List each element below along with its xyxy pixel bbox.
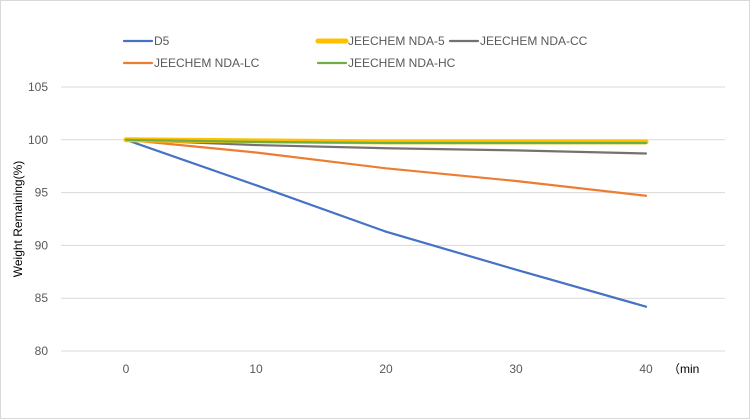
y-axis-label: Weight Remaining(%) [11, 161, 25, 278]
legend-label: D5 [154, 34, 170, 48]
x-tick-label: 0 [123, 362, 130, 376]
series-line-jeechem-nda-cc [124, 138, 648, 155]
series-line-d5 [124, 138, 648, 308]
y-tick-label: 85 [35, 291, 49, 305]
x-tick-label: 10 [249, 362, 263, 376]
x-tick-label: 40 [639, 362, 653, 376]
y-tick-label: 95 [35, 186, 49, 200]
y-tick-label: 100 [28, 133, 48, 147]
x-axis-label: （min [668, 362, 699, 376]
y-tick-label: 105 [28, 80, 48, 94]
legend-label: JEECHEM NDA-HC [348, 56, 456, 70]
x-tick-label: 20 [379, 362, 393, 376]
legend-label: JEECHEM NDA-LC [154, 56, 260, 70]
legend-label: JEECHEM NDA-5 [348, 34, 445, 48]
series-line-jeechem-nda-hc [124, 138, 648, 145]
legend-label: JEECHEM NDA-CC [480, 34, 588, 48]
x-tick-label: 30 [509, 362, 523, 376]
y-tick-label: 90 [35, 238, 49, 252]
series-line-jeechem-nda-lc [124, 138, 648, 197]
y-tick-label: 80 [35, 344, 49, 358]
